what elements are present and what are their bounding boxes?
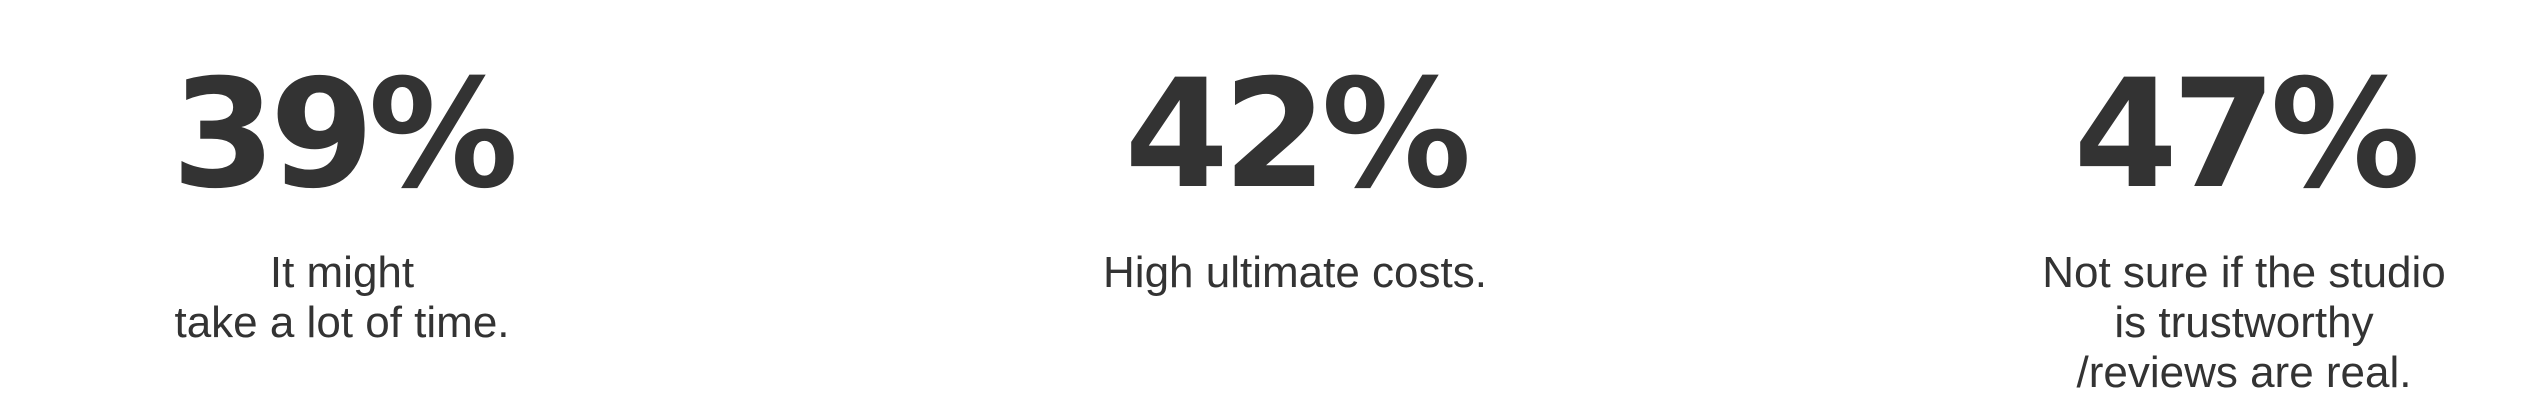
stat-block-time: 39% It might take a lot of time. — [32, 60, 652, 348]
stat-caption-line: High ultimate costs. — [1103, 248, 1487, 297]
stat-block-costs: 42% High ultimate costs. — [985, 60, 1605, 298]
stat-caption-line: Not sure if the studio — [2042, 248, 2446, 297]
stat-caption: Not sure if the studio is trustworthy /r… — [1934, 248, 2540, 398]
stat-caption: It might take a lot of time. — [32, 248, 652, 348]
stat-percentage: 47% — [2073, 48, 2420, 222]
stat-caption: High ultimate costs. — [985, 248, 1605, 298]
stat-percentage: 39% — [171, 48, 518, 222]
stat-percentage: 42% — [1124, 48, 1471, 222]
stat-caption-line: It might — [269, 248, 415, 297]
stat-block-trust: 47% Not sure if the studio is trustworth… — [1934, 60, 2540, 398]
stat-caption-line: is trustworthy — [2114, 298, 2374, 347]
stat-caption-line: /reviews are real. — [2076, 348, 2412, 397]
stat-caption-line: take a lot of time. — [174, 298, 510, 347]
